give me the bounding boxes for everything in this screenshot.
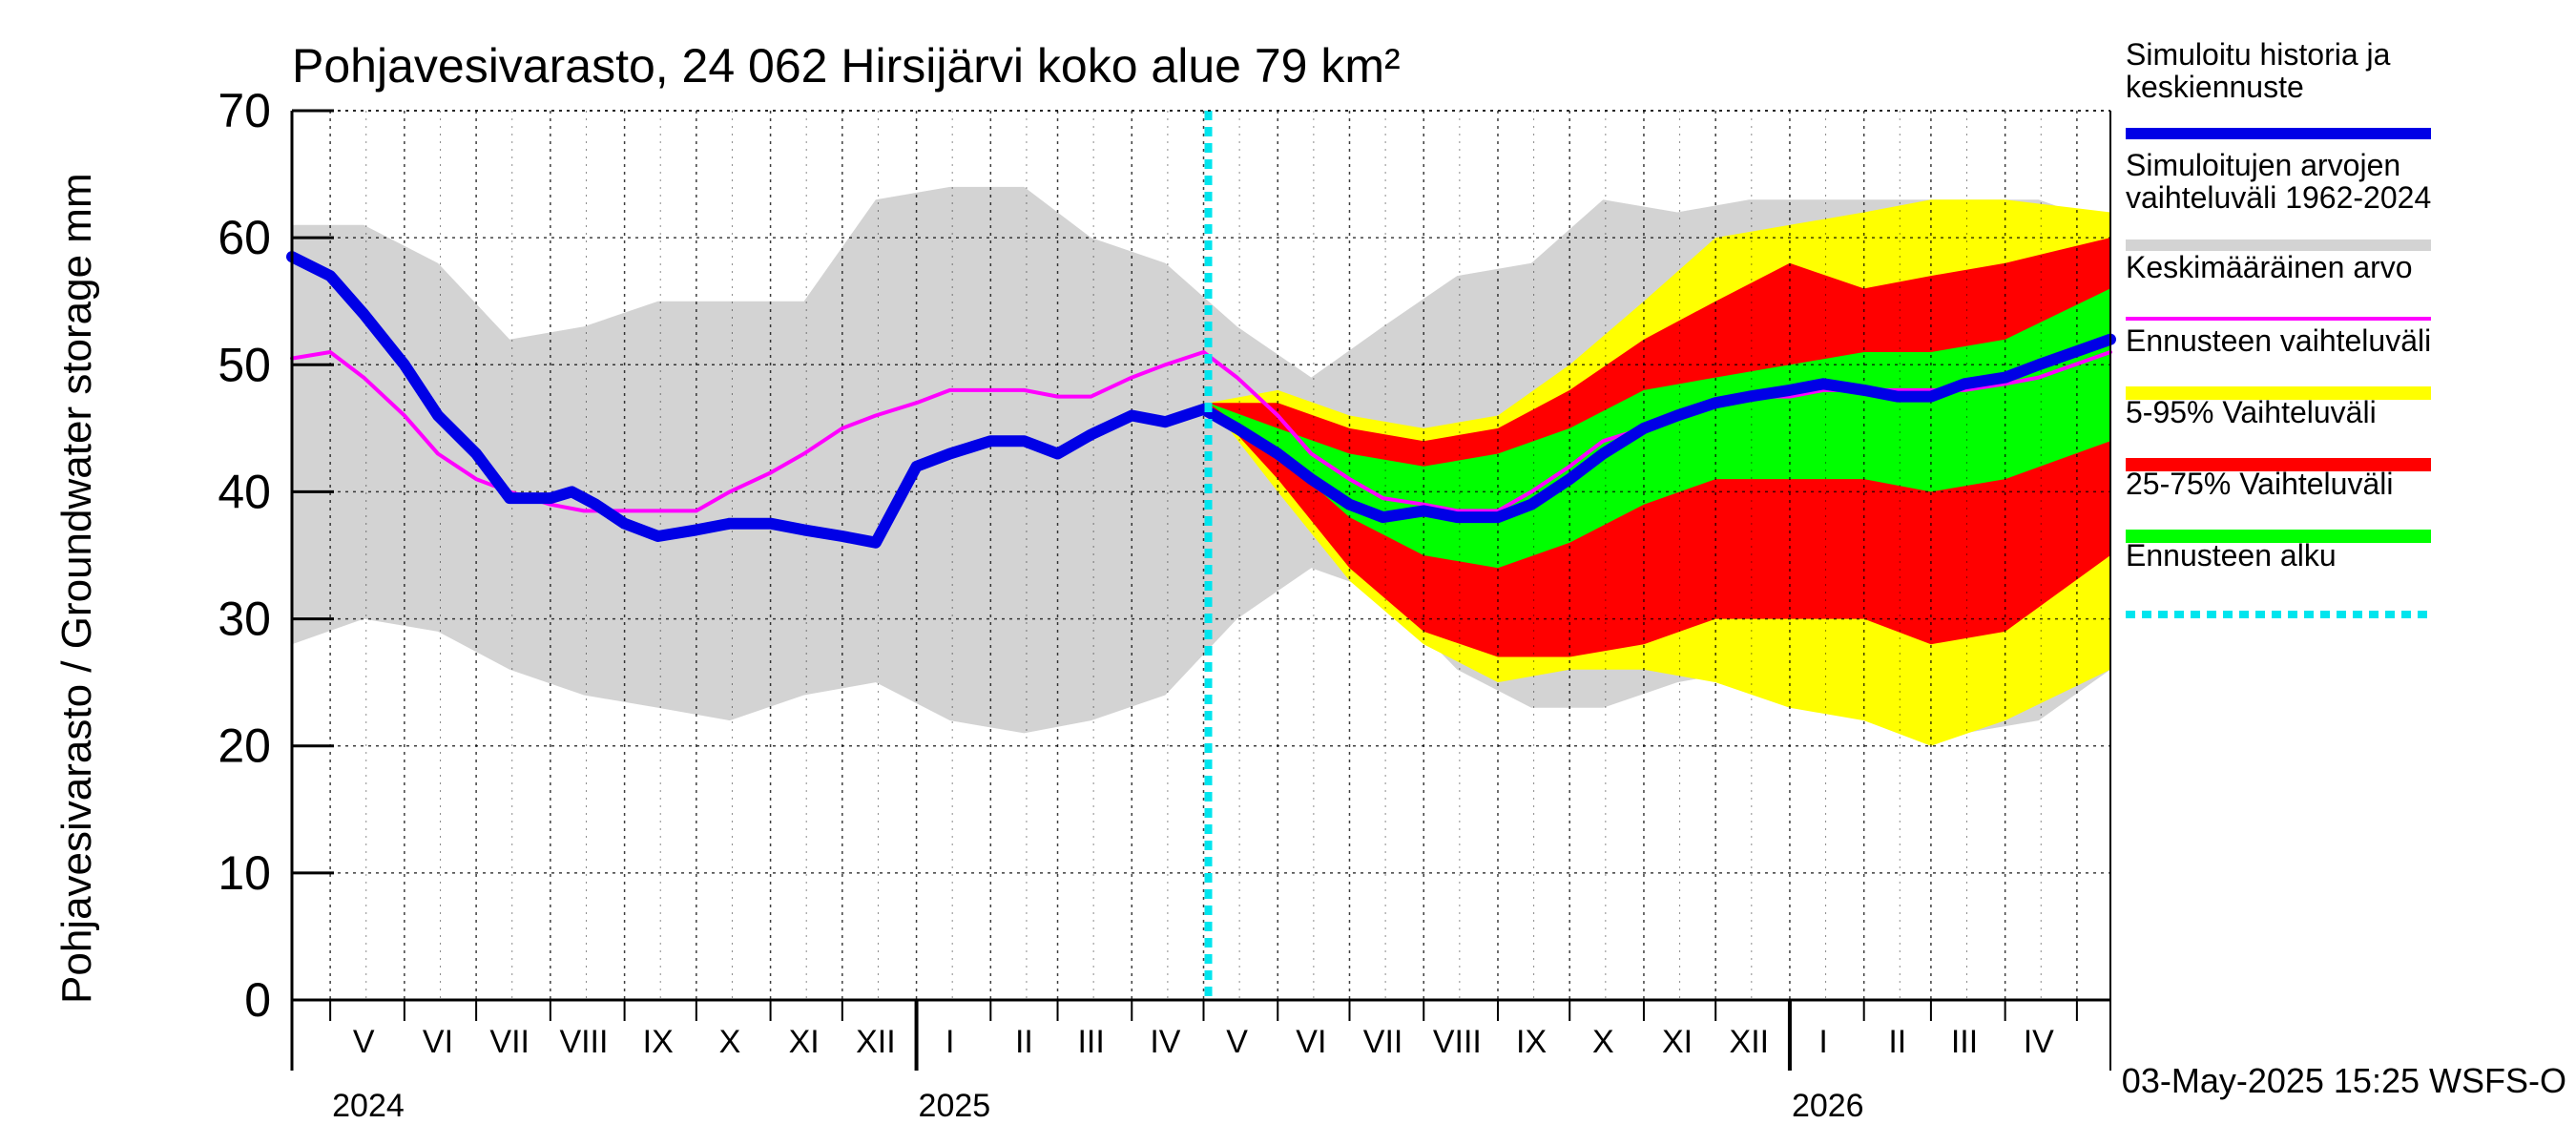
month-label: IX — [1516, 1024, 1547, 1060]
month-label: III — [1077, 1024, 1104, 1060]
month-label: IX — [643, 1024, 674, 1060]
y-tick-label: 30 — [218, 593, 271, 646]
month-label: VI — [423, 1024, 453, 1060]
month-label: IV — [1150, 1024, 1180, 1060]
y-tick-label: 60 — [218, 211, 271, 264]
legend-label-mean: Keskimääräinen arvo — [2126, 250, 2413, 284]
y-tick-label: 20 — [218, 719, 271, 773]
year-label: 2025 — [919, 1088, 991, 1124]
bands-layer — [292, 186, 2110, 746]
month-label: VIII — [559, 1024, 608, 1060]
year-label: 2024 — [332, 1088, 405, 1124]
month-label: V — [353, 1024, 375, 1060]
month-label: I — [1818, 1024, 1827, 1060]
grid-layer — [292, 110, 2110, 1000]
month-label: X — [719, 1024, 741, 1060]
month-label: III — [1951, 1024, 1978, 1060]
month-label: XII — [856, 1024, 896, 1060]
month-label: V — [1226, 1024, 1248, 1060]
legend-label-forecast_start: Ennusteen alku — [2126, 538, 2337, 572]
legend: Simuloitu historia ja keskiennuste Simuloi… — [2126, 37, 2431, 618]
legend-label-p5_95: 5-95% Vaihteluväli — [2126, 395, 2377, 429]
year-label: 2026 — [1792, 1088, 1864, 1124]
y-axis-label: Pohjavesivarasto / Groundwater storage m… — [53, 173, 100, 1004]
line-simuloitu-historia-ja-keskiennuste — [286, 251, 2116, 549]
month-label: II — [1015, 1024, 1033, 1060]
month-label: I — [945, 1024, 954, 1060]
chart-title: Pohjavesivarasto, 24 062 Hirsijärvi koko… — [292, 39, 1401, 93]
month-label: VIII — [1433, 1024, 1482, 1060]
month-label: VII — [489, 1024, 530, 1060]
y-tick-label: 50 — [218, 338, 271, 391]
legend-label-history: Simuloitu historia ja keskiennuste — [2126, 37, 2391, 104]
month-label: VII — [1363, 1024, 1403, 1060]
timestamp: 03-May-2025 15:25 WSFS-O — [2122, 1061, 2566, 1100]
month-label: II — [1888, 1024, 1906, 1060]
lines-layer — [286, 111, 2116, 1000]
legend-label-forecast_range: Ennusteen vaihteluväli — [2126, 323, 2431, 358]
month-label: XII — [1730, 1024, 1770, 1060]
y-tick-label: 70 — [218, 84, 271, 137]
month-label: XI — [789, 1024, 820, 1060]
y-tick-label: 0 — [244, 973, 271, 1027]
legend-label-historical_range: Simuloitujen arvojen vaihteluväli 1962-20… — [2126, 148, 2431, 215]
legend-label-p25_75: 25-75% Vaihteluväli — [2126, 467, 2393, 501]
y-tick-label: 40 — [218, 465, 271, 518]
month-label: IV — [2024, 1024, 2054, 1060]
month-label: VI — [1296, 1024, 1326, 1060]
month-label: XI — [1662, 1024, 1693, 1060]
y-tick-label: 10 — [218, 846, 271, 900]
month-label: X — [1592, 1024, 1614, 1060]
